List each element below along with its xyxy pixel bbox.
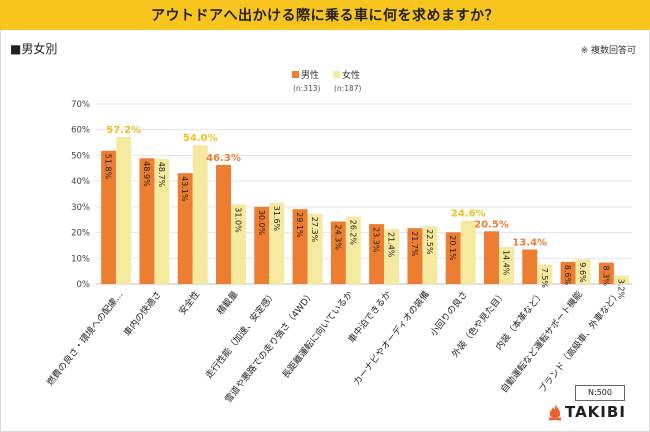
data-label: 21.7% [410,231,419,257]
legend-swatch [292,71,299,78]
data-label: 51.8% [104,154,113,180]
data-label: 7.5% [540,268,549,289]
data-label: 48.9% [142,161,151,187]
bar [560,261,576,284]
bar [269,202,285,284]
data-label: 21.4% [387,232,396,258]
data-label: 8.3% [601,266,610,287]
y-tick-label: 60% [71,126,90,136]
data-label: 20.5% [474,219,509,230]
bar [613,275,629,284]
data-label: 57.2% [106,125,141,136]
bar [484,231,499,284]
bar [292,209,308,284]
bar [307,213,323,284]
bar [499,246,514,284]
section-label: ■男女別 [10,42,58,56]
bar [422,226,438,284]
flame-icon [548,403,562,421]
data-label: 14.4% [502,250,511,276]
data-label: 46.3% [206,153,241,164]
category-label: 積載量 [214,288,240,317]
category-label: 自動運転など運転サポート機能 [498,288,585,395]
bar [216,164,231,284]
bar [116,136,132,284]
category-label: 安全性 [176,288,202,317]
y-tick-label: 70% [71,100,90,110]
category-label: ブランド（高級車、外車など） [536,288,623,395]
y-tick-label: 50% [71,151,90,161]
category-label: 小回りの良さ [427,288,470,338]
bar [231,204,246,284]
y-tick-label: 30% [71,203,90,213]
data-label: 22.5% [425,229,434,255]
category-label: 走行性能（加速、安定感） [203,288,279,381]
data-label: 26.2% [348,220,357,246]
data-label: 23.3% [372,227,381,253]
logo-text: TAKIBI [565,403,626,421]
bar [254,206,270,284]
y-tick-label: 10% [71,254,90,264]
y-tick-label: 20% [71,229,90,239]
data-label: 31.6% [272,206,281,232]
bar [345,216,361,284]
bar [192,145,208,284]
category-label: 車内の快適さ [121,288,164,338]
bar [598,262,614,284]
multiple-answer-note: ※ 複数回答可 [580,46,636,56]
data-label: 30.0% [257,210,266,236]
data-label: 9.6% [578,262,587,283]
y-tick-label: 40% [71,177,90,187]
bar [384,228,400,284]
category-label: 長距離運転に向いているか [279,288,355,380]
bar [522,249,538,284]
data-label: 31.0% [234,207,243,233]
chart-title: アウトドアへ出かける際に乗る車に何を求めますか？ [151,8,499,24]
title-bar: アウトドアへ出かける際に乗る車に何を求めますか？ [0,0,650,30]
legend-swatch [333,71,340,78]
data-label: 24.6% [451,209,486,220]
bar [460,220,476,284]
data-label: 27.3% [310,217,319,243]
data-label: 8.6% [563,265,572,286]
legend-label: 女性 [342,69,360,81]
bar [177,173,193,284]
bar [154,158,170,284]
bar [369,224,385,284]
data-label: 3.2% [616,279,625,300]
data-label: 43.1% [180,176,189,202]
bar [139,158,155,284]
bar [330,221,346,284]
legend-sub-label: (n:187) [334,84,362,93]
bar [537,264,553,284]
data-label: 13.4% [512,238,547,249]
category-label: 燃費の良さ・環境への配慮… [44,288,125,388]
bar [101,150,117,284]
bar [575,259,591,284]
bar [407,228,423,284]
data-label: 54.0% [183,133,218,144]
takibi-logo: TAKIBI [548,403,626,421]
data-label: 29.1% [295,212,304,238]
data-label: 24.3% [333,225,342,251]
category-label: カーナビやオーディオの装備 [351,288,432,387]
legend-label: 男性 [301,69,319,81]
y-tick-label: 0% [77,280,91,290]
data-label: 20.1% [448,235,457,261]
data-label: 48.7% [157,162,166,188]
bar [445,232,461,284]
sample-size-box: N:500 [575,385,625,401]
legend-sub-label: (n:313) [293,84,321,93]
